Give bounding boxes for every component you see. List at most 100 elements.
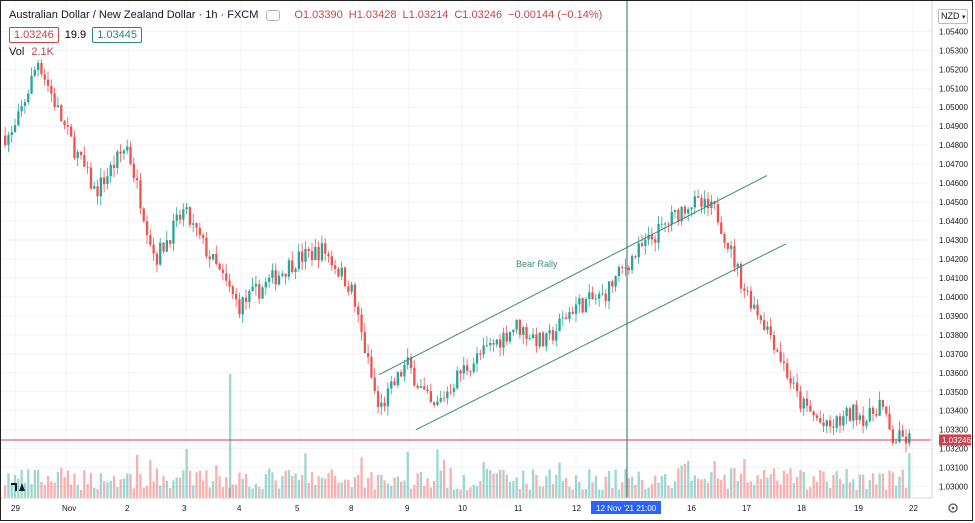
candle-body	[472, 363, 475, 372]
candle-body	[139, 180, 142, 209]
candle-body	[416, 385, 419, 388]
candle-body	[891, 429, 894, 443]
volume-bar	[720, 479, 723, 498]
volume-bar	[904, 487, 908, 498]
candle-body	[855, 404, 858, 421]
volume-bar	[763, 470, 766, 498]
candle-body	[789, 377, 792, 384]
candle-body	[680, 206, 683, 222]
candle-body	[792, 382, 795, 384]
sell-price-button[interactable]: 1.03246	[9, 27, 59, 43]
candle-body	[231, 286, 234, 294]
candle-body	[238, 299, 241, 315]
candle-body	[802, 398, 805, 409]
volume-bar	[416, 473, 419, 498]
candle-body	[367, 353, 370, 357]
volume-bar	[664, 473, 667, 498]
volume-bar	[221, 487, 225, 498]
volume-bar	[376, 475, 380, 498]
candle-body	[60, 105, 63, 122]
volume-bar	[515, 477, 518, 498]
candle-body	[838, 416, 842, 426]
candle-body	[66, 125, 69, 127]
candle-body	[693, 196, 696, 208]
candle-body	[419, 386, 423, 388]
candle-body	[264, 281, 267, 288]
volume-bar	[396, 476, 399, 498]
candle-body	[76, 151, 79, 158]
volume-bar	[687, 460, 690, 498]
ohlc-low: L1.03214	[402, 9, 449, 21]
candle-body	[83, 154, 86, 167]
candle-body	[403, 364, 406, 377]
bear-rally-channel[interactable]	[378, 175, 787, 431]
candle-body	[46, 79, 50, 86]
candle-body	[310, 251, 314, 261]
currency-selector[interactable]: NZD ▾	[938, 9, 968, 24]
y-tick-label: 1.03400	[939, 407, 968, 416]
volume-bar	[231, 484, 234, 498]
y-tick-label: 1.04400	[939, 217, 968, 226]
candle-body	[772, 335, 776, 350]
candle-body	[594, 298, 597, 300]
ohlc-change: −0.00144 (−0.14%)	[508, 9, 603, 21]
candle-body	[779, 351, 782, 362]
volume-bar	[789, 468, 792, 498]
volume-bar	[812, 476, 815, 498]
volume-bar	[178, 477, 182, 498]
candle-body	[449, 391, 452, 393]
x-tick-label: Nov	[62, 504, 76, 513]
volume-bar	[472, 484, 475, 498]
volume-bar	[512, 480, 515, 498]
volume-bar	[532, 469, 535, 498]
candle-body	[518, 319, 522, 335]
tradingview-logo[interactable]	[11, 483, 25, 491]
volume-bar	[518, 489, 522, 498]
candle-body	[829, 420, 832, 427]
candle-body	[492, 343, 495, 345]
volume-legend[interactable]: Vol 2.1K	[9, 46, 54, 58]
symbol-legend[interactable]: Australian Dollar / New Zealand Dollar ·…	[9, 9, 602, 21]
candles	[4, 59, 911, 453]
channel-line-upper[interactable]	[378, 175, 768, 376]
candle-body	[317, 246, 320, 261]
candle-body	[116, 151, 119, 169]
candle-body	[400, 372, 403, 377]
candle-body	[736, 263, 739, 268]
candle-body	[485, 345, 489, 347]
volume-bar	[551, 483, 555, 498]
visibility-icon[interactable]	[266, 9, 281, 21]
candle-body	[482, 345, 485, 355]
volume-bar	[614, 469, 617, 498]
volume-bar	[469, 487, 472, 498]
candle-body	[677, 209, 680, 222]
volume-bar	[192, 485, 195, 498]
candle-body	[499, 339, 502, 348]
volume-bar	[73, 473, 76, 498]
volume-bar	[746, 482, 749, 498]
candle-body	[574, 304, 578, 314]
volume-bar	[683, 463, 687, 498]
candle-body	[244, 297, 248, 302]
volume-bar	[505, 474, 508, 498]
channel-line-lower[interactable]	[415, 243, 787, 431]
x-tick-label: 10	[458, 504, 467, 513]
settings-icon[interactable]	[948, 503, 958, 513]
price-axis[interactable]: 1.05400 1.05300 1.05200 1.05100 1.05000 1.049…	[931, 1, 968, 498]
volume-bar	[697, 478, 700, 498]
volume-bar	[37, 469, 40, 498]
volume-bar	[571, 489, 574, 498]
time-axis[interactable]: 29 Nov 2 3 4 5 8 9 10 11 12 16 17 18 19 22	[1, 497, 932, 513]
candle-body	[551, 330, 555, 341]
candle-body	[588, 292, 591, 300]
candle-body	[640, 243, 644, 246]
ohlc-open: O1.03390	[294, 9, 343, 21]
candle-body	[858, 415, 861, 421]
candle-body	[152, 244, 155, 254]
volume-bar	[802, 471, 805, 498]
buy-price-button[interactable]: 1.03445	[92, 27, 142, 43]
volume-bar	[479, 481, 482, 498]
volume-bar	[297, 479, 300, 498]
spread-value: 19.9	[64, 29, 87, 41]
